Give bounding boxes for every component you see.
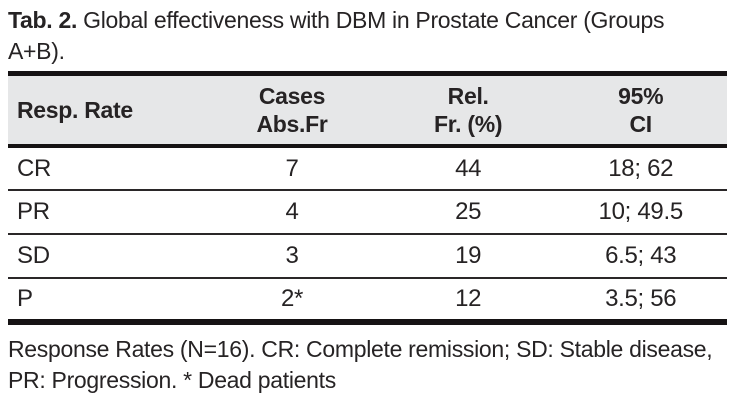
table-caption-label: Tab. 2.	[8, 7, 78, 33]
table-caption: Tab. 2. Global effectiveness with DBM in…	[8, 5, 727, 67]
col-header-rel-line2: Fr. (%)	[434, 111, 503, 137]
table-caption-text-line2: A+B).	[8, 38, 65, 64]
col-header-rel-fr: Rel. Fr. (%)	[381, 73, 555, 148]
col-header-ci-line2: CI	[629, 111, 653, 137]
col-header-resp-rate: Resp. Rate	[8, 73, 203, 148]
ci-cell: 18; 62	[554, 146, 727, 191]
cases-cell: 2*	[280, 285, 304, 312]
col-header-cases-line1: Cases	[258, 83, 326, 109]
ci-cell: 3.5; 56	[605, 285, 677, 312]
table-row-sd: SD 3 19 6.5; 43	[8, 234, 727, 279]
footnote-line2: PR: Progression. * Dead patients	[8, 367, 336, 393]
row-label-cell: PR	[8, 190, 203, 235]
rel-fr-cell: 44	[381, 146, 555, 191]
ci-cell: 10; 49.5	[554, 190, 727, 235]
rel-fr-cell: 25	[381, 190, 555, 235]
results-table: Resp. Rate Cases Abs.Fr Rel. Fr. (%) 95% CI…	[8, 71, 727, 325]
header-row: Resp. Rate Cases Abs.Fr Rel. Fr. (%) 95% CI	[8, 73, 727, 148]
cases-cell: 7	[202, 146, 382, 191]
rel-fr-cell: 19	[381, 234, 555, 279]
table-caption-text-line1: Global effectiveness with DBM in Prostat…	[83, 7, 665, 33]
page: Tab. 2. Global effectiveness with DBM in…	[8, 5, 730, 396]
rel-fr-cell: 12	[455, 285, 482, 312]
row-label-cell: SD	[8, 234, 203, 279]
ci-cell: 6.5; 43	[554, 234, 727, 279]
col-header-95-ci: 95% CI	[554, 73, 727, 148]
table-row-cr: CR 7 44 18; 62	[8, 146, 727, 191]
col-header-cases-line2: Abs.Fr	[256, 111, 328, 137]
cases-cell: 4	[202, 190, 382, 235]
col-header-rel-line1: Rel.	[447, 83, 489, 109]
table-footnote: Response Rates (N=16). CR: Complete remi…	[8, 334, 730, 396]
col-header-ci-line1: 95%	[618, 83, 664, 109]
table-row-pr: PR 4 25 10; 49.5	[8, 190, 727, 235]
row-label-cell: P	[17, 285, 33, 312]
footnote-line1: Response Rates (N=16). CR: Complete remi…	[8, 336, 713, 362]
col-header-cases-abs-fr: Cases Abs.Fr	[202, 73, 382, 148]
table-row-p: P 2* 12 3.5; 56	[8, 278, 727, 322]
row-label-cell: CR	[8, 146, 203, 191]
cases-cell: 3	[202, 234, 382, 279]
